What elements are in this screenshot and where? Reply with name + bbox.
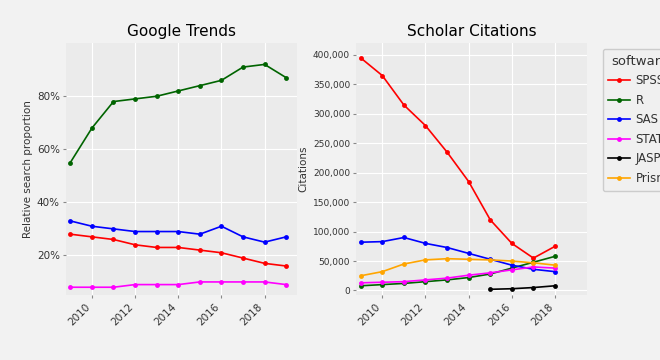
- Title: Scholar Citations: Scholar Citations: [407, 24, 537, 39]
- Title: Google Trends: Google Trends: [127, 24, 236, 39]
- Y-axis label: Citations: Citations: [299, 146, 309, 193]
- Legend: SPSS, R, SAS, STATA, JASP, Prism: SPSS, R, SAS, STATA, JASP, Prism: [603, 49, 660, 191]
- Y-axis label: Relative search proportion: Relative search proportion: [22, 100, 32, 238]
